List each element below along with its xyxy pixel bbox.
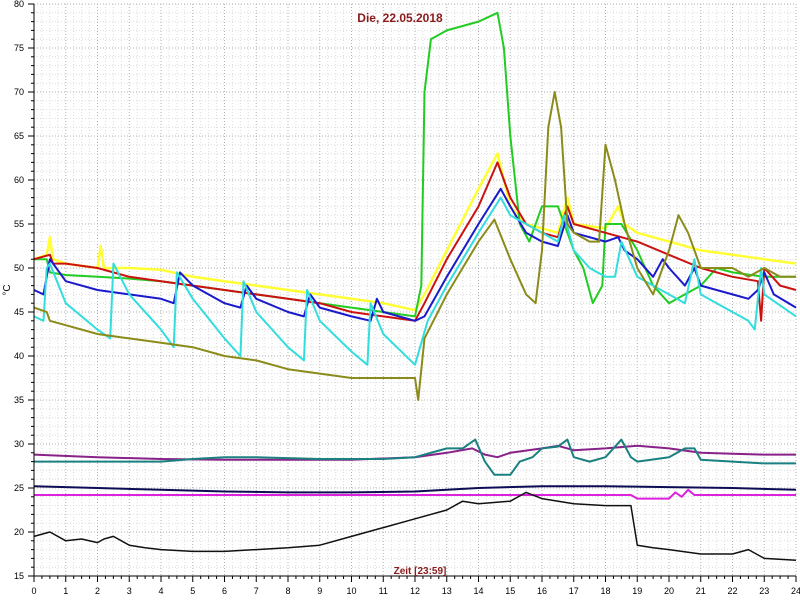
series-line-8 [34, 438, 796, 476]
series-line-3 [33, 161, 797, 322]
y-tick-label: 25 [14, 483, 24, 493]
x-tick-label: 0 [31, 586, 36, 596]
x-tick-label: 14 [473, 586, 483, 596]
x-tick-label: 6 [222, 586, 227, 596]
series-line-11 [33, 491, 797, 561]
x-tick-label: 22 [727, 586, 737, 596]
y-tick-label: 55 [14, 219, 24, 229]
x-tick-label: 23 [759, 586, 769, 596]
series-line-6 [33, 91, 796, 401]
series-line-5 [33, 196, 797, 366]
series-line-10 [34, 488, 796, 500]
x-tick-label: 17 [569, 586, 579, 596]
x-tick-label: 18 [600, 586, 610, 596]
x-tick-label: 12 [410, 586, 420, 596]
x-tick-label: 15 [505, 586, 515, 596]
y-tick-label: 75 [14, 43, 24, 53]
y-axis-label: °C [2, 284, 13, 295]
x-tick-label: 10 [346, 586, 356, 596]
y-tick-label: 40 [14, 351, 24, 361]
x-tick-label: 13 [442, 586, 452, 596]
x-tick-label: 1 [63, 586, 68, 596]
x-axis-label: Zeit [23:59] [394, 566, 447, 577]
series-line-7 [33, 444, 796, 461]
x-tick-label: 19 [632, 586, 642, 596]
y-tick-label: 15 [14, 571, 24, 581]
x-tick-label: 2 [95, 586, 100, 596]
series-lines [33, 11, 797, 561]
x-tick-label: 8 [285, 586, 290, 596]
y-tick-label: 70 [14, 87, 24, 97]
y-tick-label: 80 [14, 0, 24, 9]
x-tick-label: 7 [254, 586, 259, 596]
x-tick-label: 24 [791, 586, 800, 596]
x-tick-label: 21 [696, 586, 706, 596]
y-tick-label: 50 [14, 263, 24, 273]
x-tick-label: 16 [537, 586, 547, 596]
axes: 0 1 2 3 4 5 6 7 8 9 10 11 12 13 14 15 16 17 18 19 20 21 22 23 24… [14, 0, 800, 596]
y-tick-label: 65 [14, 131, 24, 141]
x-tick-label: 4 [158, 586, 163, 596]
x-tick-label: 20 [664, 586, 674, 596]
y-tick-label: 60 [14, 175, 24, 185]
x-tick-label: 9 [317, 586, 322, 596]
x-tick-label: 5 [190, 586, 195, 596]
y-tick-label: 20 [14, 527, 24, 537]
y-tick-label: 30 [14, 439, 24, 449]
chart-title: Die, 22.05.2018 [357, 11, 443, 25]
x-tick-label: 3 [127, 586, 132, 596]
y-tick-label: 45 [14, 307, 24, 317]
y-tick-label: 35 [14, 395, 24, 405]
x-tick-label: 11 [379, 586, 388, 596]
series-line-9 [33, 485, 797, 494]
